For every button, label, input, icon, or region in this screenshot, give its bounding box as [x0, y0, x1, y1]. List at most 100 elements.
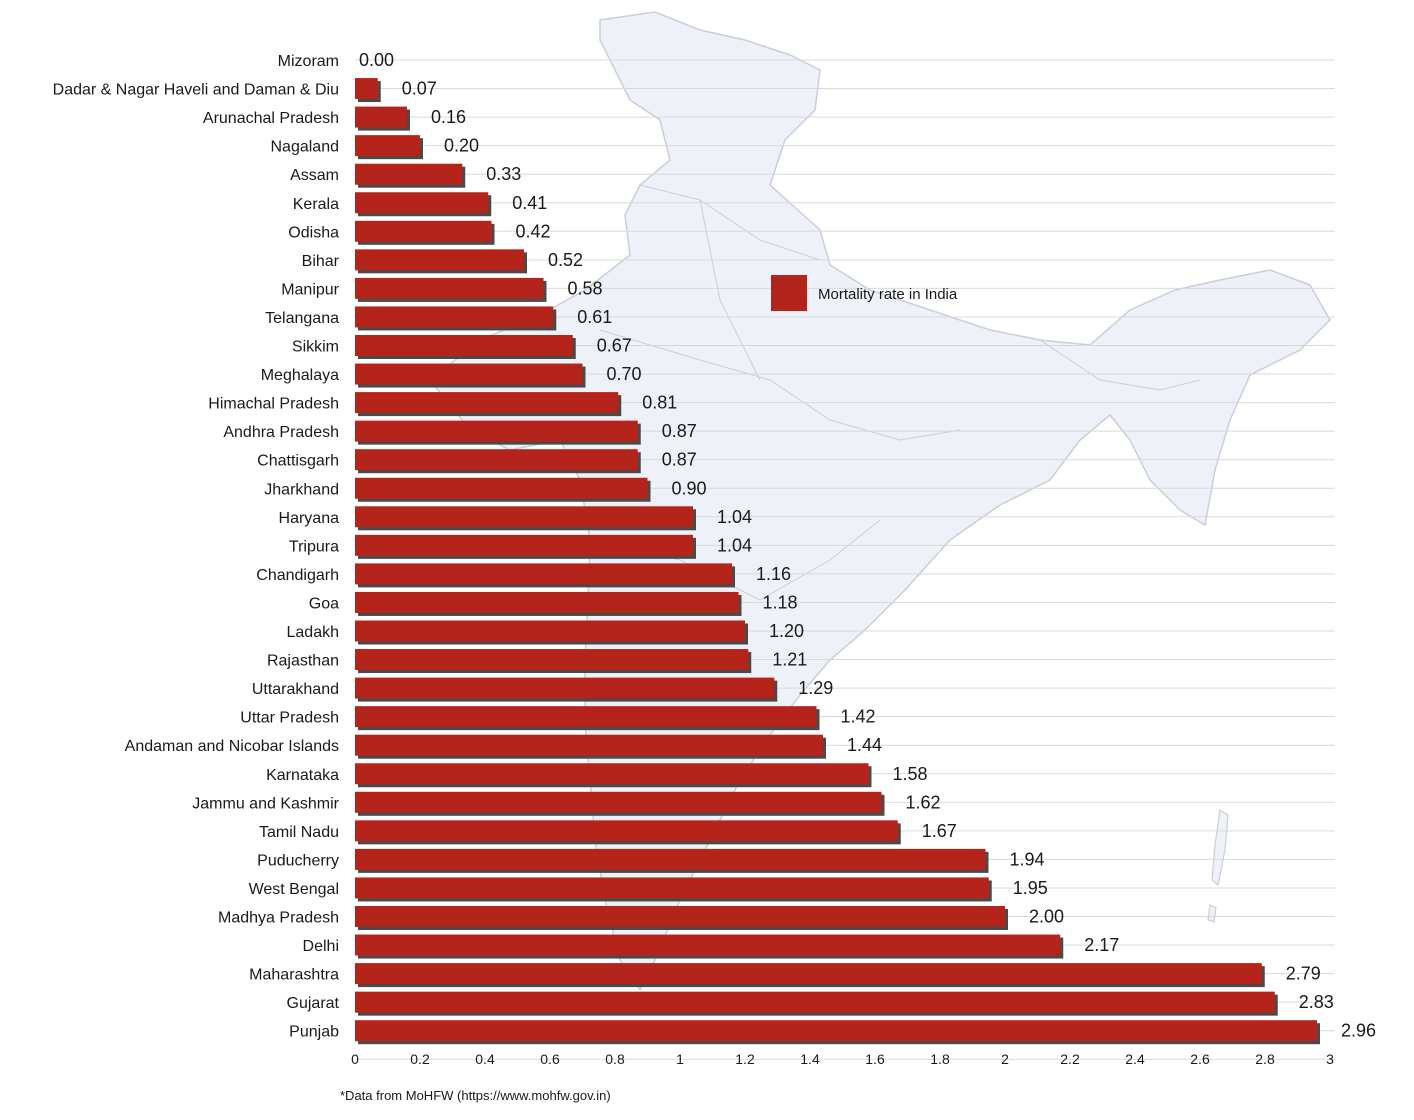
- bar: [355, 677, 775, 699]
- bar: [355, 335, 573, 356]
- category-label: Chandigarh: [256, 567, 339, 584]
- bar: [355, 192, 489, 214]
- value-label: 0.20: [444, 136, 479, 156]
- category-label: Uttarakhand: [252, 681, 339, 698]
- bar: [355, 506, 693, 528]
- bar: [355, 449, 638, 471]
- bar: [355, 1020, 1317, 1042]
- category-label: Arunachal Pradesh: [203, 110, 339, 127]
- value-labels: 0.00 0.07 0.16 0.20 0.33 0.41 0.42 0.52 0.58 0.61…: [359, 50, 1376, 1041]
- category-label: Sikkim: [292, 339, 339, 356]
- value-label: 1.95: [1013, 878, 1048, 898]
- bar: [355, 963, 1262, 985]
- category-label: Mizoram: [278, 53, 339, 70]
- bar: [355, 363, 583, 385]
- bar: [355, 420, 638, 442]
- category-label: Maharashtra: [249, 967, 339, 984]
- bar: [355, 591, 739, 613]
- value-label: 0.87: [662, 450, 697, 470]
- bar: [355, 906, 1005, 927]
- category-label: Manipur: [281, 281, 339, 298]
- value-label: 2.96: [1341, 1021, 1376, 1041]
- category-labels: Mizoram Dadar & Nagar Haveli and Daman & …: [53, 53, 340, 1041]
- bar: [355, 734, 823, 756]
- value-label: 0.07: [402, 79, 437, 99]
- bar-chart: Mizoram Dadar & Nagar Haveli and Daman & …: [53, 11, 1376, 1067]
- bars: [355, 78, 1320, 1045]
- category-label: Kerala: [293, 196, 339, 213]
- value-label: 2.17: [1084, 935, 1119, 955]
- value-label: 0.33: [486, 164, 521, 184]
- bar: [355, 78, 378, 100]
- bar: [355, 934, 1061, 956]
- value-label: 1.04: [717, 535, 752, 555]
- value-label: 1.94: [1010, 849, 1045, 869]
- x-tick-label: 0.4: [475, 1051, 495, 1067]
- category-label: Jammu and Kashmir: [192, 795, 339, 812]
- bar: [355, 706, 817, 728]
- x-tick-label: 2.2: [1060, 1051, 1080, 1067]
- bar: [355, 563, 732, 585]
- bar: [355, 848, 986, 870]
- bar: [355, 534, 693, 556]
- category-label: Tripura: [289, 538, 339, 555]
- value-label: 0.90: [672, 478, 707, 498]
- x-tick-label: 0.8: [605, 1051, 625, 1067]
- bar: [355, 791, 882, 813]
- category-label: Andhra Pradesh: [223, 424, 339, 441]
- x-tick-label: 3: [1326, 1051, 1334, 1067]
- value-label: 1.58: [893, 764, 928, 784]
- value-label: 1.67: [922, 821, 957, 841]
- value-label: 1.16: [756, 564, 791, 584]
- category-label: Odisha: [288, 224, 339, 241]
- footnote: *Data from MoHFW (https://www.mohfw.gov.…: [340, 1088, 611, 1103]
- legend-swatch: [771, 275, 807, 311]
- bar: [355, 620, 745, 642]
- category-label: Punjab: [289, 1024, 339, 1041]
- value-label: 0.67: [597, 336, 632, 356]
- category-label: Ladakh: [287, 624, 340, 641]
- legend-label: Mortality rate in India: [818, 286, 958, 303]
- category-label: Nagaland: [271, 139, 340, 156]
- x-tick-label: 2.6: [1190, 1051, 1210, 1067]
- category-label: Goa: [309, 595, 339, 612]
- legend: Mortality rate in India: [771, 275, 958, 311]
- value-label: 1.18: [763, 592, 798, 612]
- value-label: 0.70: [607, 364, 642, 384]
- bar: [355, 306, 554, 328]
- x-tick-label: 0.6: [540, 1051, 560, 1067]
- x-tick-label: 2: [1001, 1051, 1009, 1067]
- category-label: Assam: [290, 167, 339, 184]
- value-label: 0.16: [431, 107, 466, 127]
- category-label: Bihar: [302, 253, 340, 270]
- value-label: 1.21: [772, 650, 807, 670]
- bar: [355, 277, 544, 299]
- bar: [355, 991, 1275, 1013]
- value-label: 1.29: [798, 678, 833, 698]
- bar: [355, 220, 492, 242]
- category-label: Gujarat: [287, 995, 340, 1012]
- x-tick-label: 2.4: [1125, 1051, 1145, 1067]
- category-label: Rajasthan: [267, 653, 339, 670]
- category-label: Andaman and Nicobar Islands: [125, 738, 339, 755]
- category-label: Karnataka: [266, 767, 339, 784]
- value-label: 0.87: [662, 421, 697, 441]
- value-label: 0.52: [548, 250, 583, 270]
- bar: [355, 249, 524, 271]
- bar: [355, 820, 898, 842]
- bar: [355, 649, 749, 671]
- x-tick-label: 1.6: [865, 1051, 885, 1067]
- value-label: 2.00: [1029, 907, 1064, 927]
- category-label: Dadar & Nagar Haveli and Daman & Diu: [53, 82, 339, 99]
- category-label: Haryana: [279, 510, 340, 527]
- x-tick-label: 0.2: [410, 1051, 430, 1067]
- value-label: 1.20: [769, 621, 804, 641]
- x-tick-label: 1: [676, 1051, 684, 1067]
- bar: [355, 392, 619, 414]
- category-label: Delhi: [303, 938, 339, 955]
- value-label: 0.42: [516, 221, 551, 241]
- value-label: 0.58: [568, 278, 603, 298]
- category-label: Jharkhand: [264, 481, 339, 498]
- x-tick-label: 1.2: [735, 1051, 755, 1067]
- x-tick-label: 2.8: [1255, 1051, 1275, 1067]
